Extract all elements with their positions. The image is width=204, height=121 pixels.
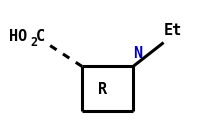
Text: C: C bbox=[36, 29, 45, 44]
Text: Et: Et bbox=[163, 23, 181, 38]
Text: R: R bbox=[98, 82, 106, 97]
Text: N: N bbox=[132, 45, 141, 60]
Text: 2: 2 bbox=[30, 36, 37, 49]
Text: HO: HO bbox=[9, 29, 27, 44]
